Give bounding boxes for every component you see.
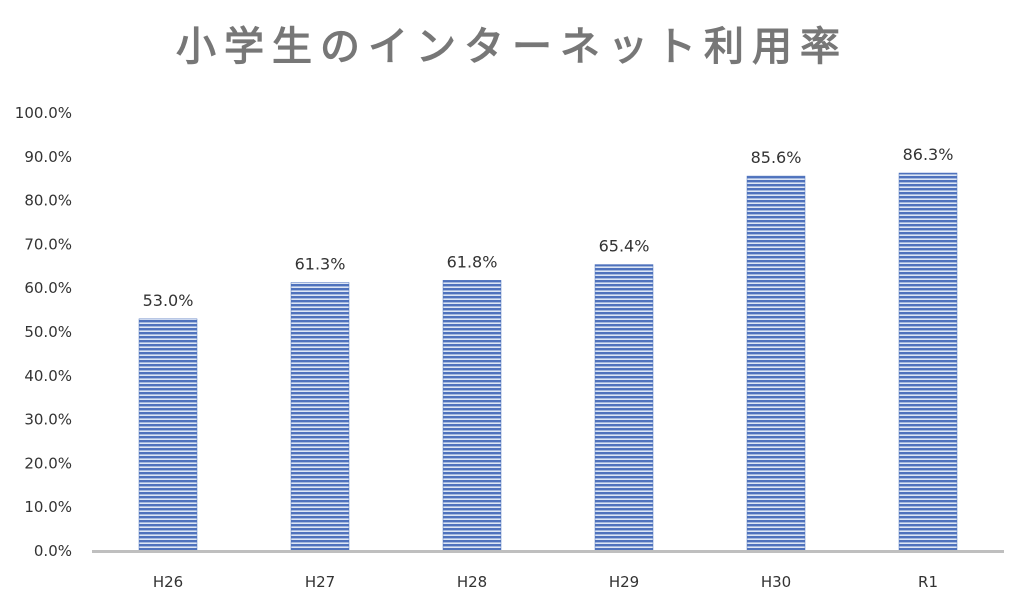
y-tick-label: 60.0% [24,279,72,297]
bar-h28 [442,280,502,552]
data-label: 85.6% [751,148,802,167]
y-tick-label: 20.0% [24,454,72,472]
bar-h26 [138,318,198,552]
data-label: 61.8% [447,252,498,271]
y-axis-tick-labels: 0.0% 10.0% 20.0% 30.0% 40.0% 50.0% 60.0% 70.0% 8… [15,104,72,560]
y-tick-label: 0.0% [34,542,72,560]
data-label: 61.3% [295,255,346,274]
bars [138,172,958,552]
x-tick-label: H28 [457,573,487,591]
y-tick-label: 100.0% [15,104,72,122]
data-label: 65.4% [599,237,650,256]
x-tick-label: H27 [305,573,335,591]
data-label: 86.3% [903,145,954,164]
x-tick-label: H30 [761,573,791,591]
y-tick-label: 50.0% [24,323,72,341]
data-label: 53.0% [143,291,194,310]
data-labels: 53.0% 61.3% 61.8% 65.4% 85.6% 86.3% [143,145,954,310]
bar-r1 [898,172,958,552]
y-tick-label: 40.0% [24,367,72,385]
x-axis-tick-labels: H26 H27 H28 H29 H30 R1 [153,573,938,591]
x-tick-label: H26 [153,573,183,591]
y-tick-label: 10.0% [24,498,72,516]
chart-title: 小学生のインターネット利用率 [176,24,848,70]
y-tick-label: 80.0% [24,192,72,210]
y-tick-label: 90.0% [24,148,72,166]
bar-h29 [594,264,654,552]
bar-h30 [746,175,806,552]
y-tick-label: 30.0% [24,411,72,429]
y-tick-label: 70.0% [24,235,72,253]
bar-h27 [290,282,350,552]
x-tick-label: R1 [918,573,938,591]
x-tick-label: H29 [609,573,639,591]
